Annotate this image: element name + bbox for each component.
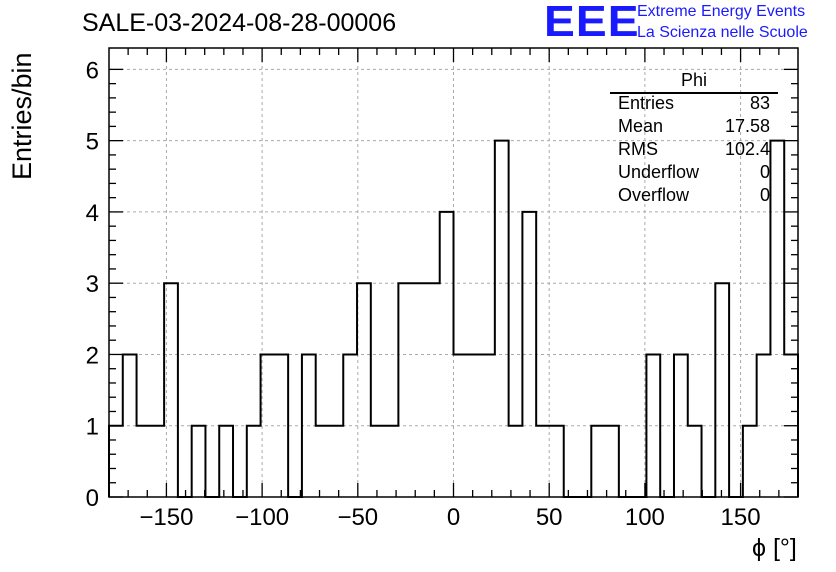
histogram-bar <box>743 426 757 497</box>
histogram-bar <box>412 283 426 497</box>
y-tick-label: 2 <box>86 342 99 369</box>
stats-divider <box>610 92 778 94</box>
chart-title: SALE-03-2024-08-28-00006 <box>82 9 397 37</box>
x-tick-label: −150 <box>139 504 193 531</box>
x-axis-label: ϕ [°] <box>752 534 797 562</box>
histogram-bar <box>509 426 523 497</box>
y-tick-label: 0 <box>86 485 99 512</box>
x-tick-label: −50 <box>337 504 378 531</box>
stats-value: 83 <box>749 93 770 113</box>
y-axis-label: Entries/bin <box>7 52 37 180</box>
histogram-bar <box>247 426 261 497</box>
histogram-bar <box>274 354 288 497</box>
histogram-bar <box>770 141 784 497</box>
histogram-bar <box>536 426 550 497</box>
stats-title: Phi <box>680 70 707 90</box>
histogram-bar <box>605 426 619 497</box>
histogram-bar <box>371 426 385 497</box>
histogram-bar <box>316 426 330 497</box>
stats-key: Mean <box>618 116 664 136</box>
logo-line-1: Extreme Energy Events <box>637 3 806 20</box>
histogram-bar <box>688 426 702 497</box>
x-tick-label: 50 <box>536 504 563 531</box>
stats-key: Overflow <box>618 185 690 205</box>
stats-key: Entries <box>618 93 675 113</box>
logo-line-2: La Scienza nelle Scuole <box>637 24 808 41</box>
y-tick-label: 6 <box>86 57 99 84</box>
histogram-bar <box>329 426 343 497</box>
stats-value: 0 <box>759 162 770 182</box>
stats-value: 0 <box>759 185 770 205</box>
histogram-bar <box>426 283 440 497</box>
histogram-bar <box>398 283 412 497</box>
stats-key: Underflow <box>618 162 700 182</box>
histogram-bar <box>591 426 605 497</box>
histogram-bar <box>192 426 206 497</box>
histogram-bar <box>137 426 151 497</box>
y-tick-label: 3 <box>86 271 99 298</box>
histogram-bar <box>219 426 233 497</box>
y-tick-label: 4 <box>86 200 99 227</box>
y-tick-label: 5 <box>86 129 99 156</box>
x-tick-label: 0 <box>447 504 460 531</box>
histogram-bar <box>357 283 371 497</box>
histogram-bar <box>646 354 660 497</box>
x-tick-label: 150 <box>721 504 761 531</box>
stats-value: 17.58 <box>724 116 770 136</box>
y-tick-label: 1 <box>86 414 99 441</box>
stats-value: 102.4 <box>724 139 770 159</box>
eee-logo: EEE <box>544 0 640 46</box>
x-tick-label: −100 <box>235 504 289 531</box>
histogram-bar <box>150 426 164 497</box>
histogram-bar <box>385 426 399 497</box>
histogram-bar <box>495 141 509 497</box>
x-tick-label: 100 <box>625 504 665 531</box>
histogram-bar <box>109 426 123 497</box>
histogram-bar <box>715 283 729 497</box>
stats-key: RMS <box>618 139 658 159</box>
histogram-bar <box>550 426 564 497</box>
